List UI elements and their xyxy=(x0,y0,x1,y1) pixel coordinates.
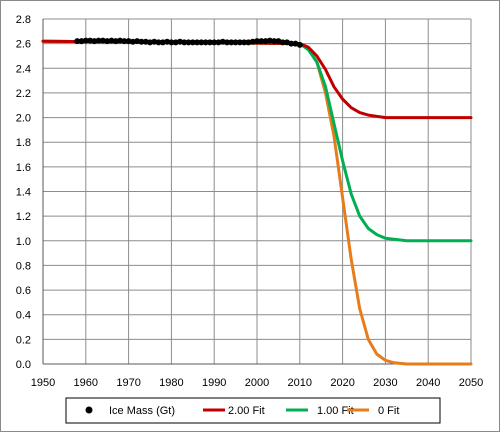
ice-mass-point xyxy=(74,38,81,45)
ice-mass-point xyxy=(271,38,278,45)
y-tick-label: 2.4 xyxy=(16,63,31,75)
x-tick-label: 2000 xyxy=(245,377,269,389)
y-tick-label: 2.6 xyxy=(16,39,31,51)
y-tick-label: 1.0 xyxy=(16,236,31,248)
y-tick-label: 0.8 xyxy=(16,260,31,272)
ice-mass-point xyxy=(189,39,196,46)
legend-box xyxy=(65,397,441,424)
x-tick-label: 2030 xyxy=(373,377,397,389)
y-tick-label: 1.4 xyxy=(16,187,31,199)
ice-mass-point xyxy=(288,40,295,47)
x-tick-label: 2010 xyxy=(288,377,312,389)
series-line-1-00-fit xyxy=(41,39,473,243)
ice-mass-point xyxy=(228,39,235,46)
ice-mass-point xyxy=(185,39,192,46)
y-axis-ticks: 0.0 0.2 0.4 0.6 0.8 1.0 1.2 1.4 1.6 1.8 2.0 2.2 2.4 2… xyxy=(16,14,31,371)
legend-label: 0 Fit xyxy=(378,405,399,417)
y-tick-label: 2.2 xyxy=(16,88,31,100)
legend-label: 1.00 Fit xyxy=(317,405,354,417)
x-tick-label: 2020 xyxy=(330,377,354,389)
grid-lines xyxy=(42,18,472,365)
y-tick-label: 1.2 xyxy=(16,211,31,223)
x-tick-label: 1960 xyxy=(74,377,98,389)
y-tick-label: 0.4 xyxy=(16,310,31,322)
ice-mass-point xyxy=(206,39,213,46)
ice-mass-point xyxy=(181,39,188,46)
x-tick-label: 1980 xyxy=(159,377,183,389)
series-layer xyxy=(41,37,473,366)
ice-mass-point xyxy=(202,39,209,46)
x-tick-label: 2050 xyxy=(459,377,483,389)
ice-mass-point xyxy=(82,37,89,44)
ice-mass-point xyxy=(258,38,265,45)
x-tick-label: 2040 xyxy=(416,377,440,389)
legend-marker-ice-mass xyxy=(85,406,93,414)
ice-mass-point xyxy=(254,38,260,45)
ice-mass-point xyxy=(168,39,175,46)
ice-mass-point xyxy=(296,41,303,48)
ice-mass-point xyxy=(155,39,162,46)
y-tick-label: 1.8 xyxy=(16,137,31,149)
y-tick-label: 0.2 xyxy=(16,334,31,346)
legend-label: Ice Mass (Gt) xyxy=(109,405,175,417)
y-tick-label: 2.0 xyxy=(16,113,31,125)
ice-mass-point xyxy=(211,39,218,46)
x-tick-label: 1970 xyxy=(116,377,140,389)
ice-mass-point xyxy=(232,39,239,46)
ice-mass-point xyxy=(121,38,128,45)
ice-mass-point xyxy=(194,39,201,46)
x-tick-label: 1990 xyxy=(202,377,226,389)
ice-mass-point xyxy=(279,39,286,46)
series-line-2-00-fit xyxy=(41,39,473,120)
ice-mass-point xyxy=(241,39,248,46)
ice-mass-point xyxy=(95,37,102,44)
y-tick-label: 0.6 xyxy=(16,285,31,297)
x-axis-ticks: 1950 1960 1970 1980 1990 2000 2010 2020 2030 2040… xyxy=(31,377,483,389)
y-tick-label: 0.0 xyxy=(16,359,31,371)
y-tick-label: 1.6 xyxy=(16,162,31,174)
legend-label: 2.00 Fit xyxy=(228,405,265,417)
y-tick-label: 2.8 xyxy=(16,14,31,26)
x-tick-label: 1950 xyxy=(31,377,55,389)
ice-mass-point xyxy=(236,39,243,46)
ice-mass-point xyxy=(224,39,231,46)
ice-mass-point xyxy=(198,39,205,46)
legend: Ice Mass (Gt) 2.00 Fit 1.00 Fit 0 Fit xyxy=(65,397,441,424)
ice-mass-point xyxy=(138,38,145,45)
